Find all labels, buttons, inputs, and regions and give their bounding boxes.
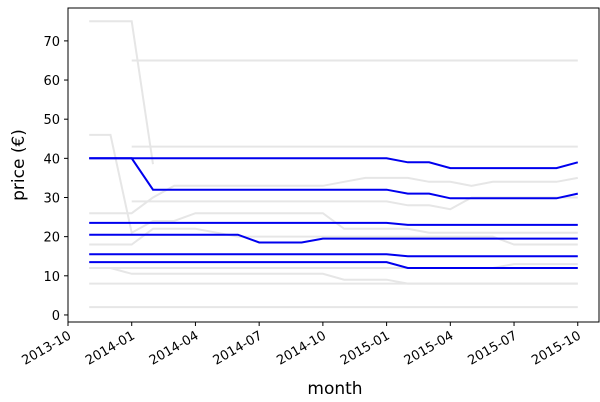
y-tick-label: 40 <box>43 152 60 167</box>
line-series <box>89 221 578 226</box>
line-series <box>89 20 154 165</box>
x-tick-label: 2014-04 <box>147 328 202 368</box>
line-series <box>89 233 578 244</box>
line-series <box>89 176 578 215</box>
x-tick-label: 2014-10 <box>274 328 329 368</box>
line-series <box>89 267 578 285</box>
line-series <box>89 133 578 235</box>
y-tick-label: 20 <box>43 231 60 246</box>
y-tick-label: 10 <box>43 270 60 285</box>
x-tick-label: 2015-04 <box>402 328 457 368</box>
y-tick-label: 70 <box>43 35 60 50</box>
x-tick-label: 2015-01 <box>338 328 393 368</box>
x-tick-label: 2014-01 <box>83 328 138 368</box>
x-tick-label: 2013-10 <box>19 328 74 368</box>
line-series <box>89 157 579 200</box>
line-series <box>89 253 578 258</box>
plot-frame <box>67 7 600 323</box>
x-tick-label: 2015-07 <box>465 328 520 368</box>
x-tick-label: 2014-07 <box>211 328 266 368</box>
y-tick-label: 0 <box>52 309 60 324</box>
y-tick-label: 60 <box>43 74 60 89</box>
line-series <box>89 227 578 246</box>
y-tick-label: 30 <box>43 191 60 206</box>
x-tick-label: 2015-10 <box>529 328 584 368</box>
line-series <box>89 261 578 269</box>
y-tick-label: 50 <box>43 113 60 128</box>
y-axis-label: price (€) <box>9 129 29 201</box>
x-axis-label: month <box>307 379 362 399</box>
line-series <box>89 157 579 170</box>
